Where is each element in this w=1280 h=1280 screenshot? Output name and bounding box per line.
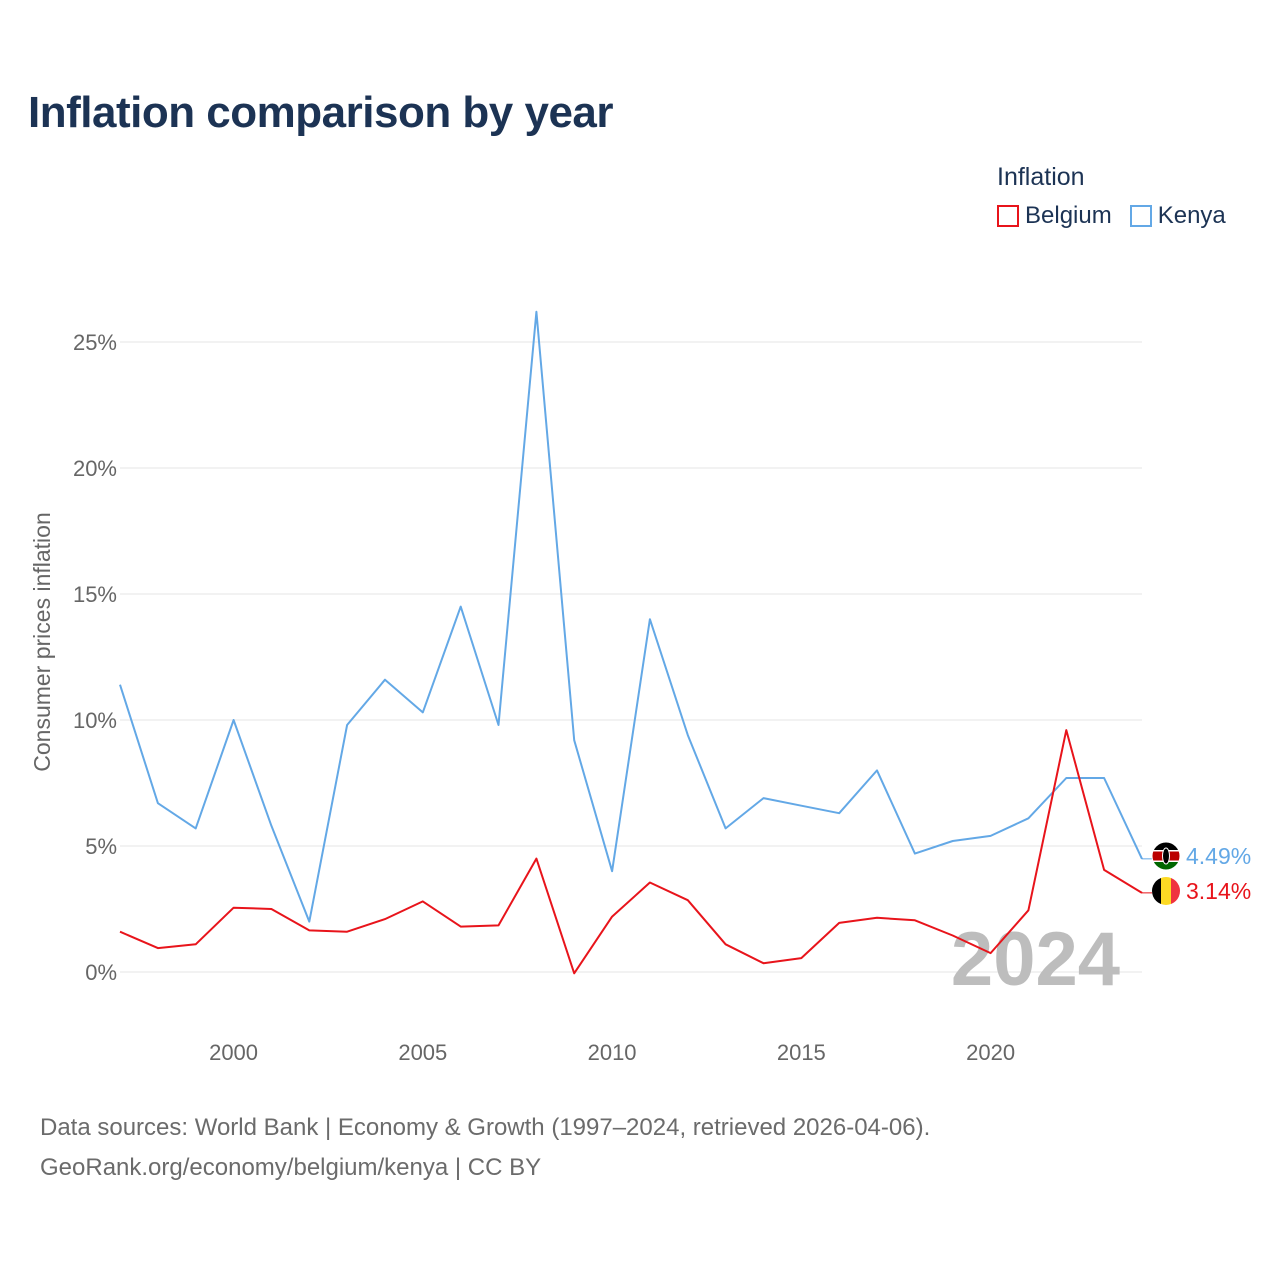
legend-item-belgium[interactable]: Belgium <box>997 202 1112 230</box>
x-tick-label: 2020 <box>966 1040 1015 1065</box>
belgium-flag-icon <box>1152 877 1180 905</box>
footer-sources: Data sources: World Bank | Economy & Gro… <box>40 1114 931 1141</box>
legend-swatch-belgium <box>997 205 1019 227</box>
series <box>119 310 1152 975</box>
series-line-belgium[interactable] <box>119 729 1143 975</box>
x-tick-label: 2005 <box>398 1040 447 1065</box>
y-tick-label: 0% <box>85 960 117 985</box>
chart-title: Inflation comparison by year <box>28 88 614 137</box>
kenya-flag-icon <box>1151 841 1181 871</box>
x-tick-label: 2010 <box>588 1040 637 1065</box>
end-markers: 4.49% 3.14% <box>1151 841 1251 905</box>
belgium-end-value: 3.14% <box>1186 878 1251 904</box>
x-axis: 2000 2005 2010 2015 2020 <box>209 1040 1015 1065</box>
y-tick-label: 5% <box>85 834 117 859</box>
legend: Inflation Belgium Kenya <box>997 163 1226 230</box>
grid <box>120 341 1142 973</box>
y-axis-label: Consumer prices inflation <box>29 512 55 772</box>
year-watermark: 2024 <box>951 917 1120 1002</box>
x-tick-label: 2015 <box>777 1040 826 1065</box>
y-tick-label: 20% <box>73 456 117 481</box>
legend-item-kenya[interactable]: Kenya <box>1129 202 1226 230</box>
y-tick-label: 15% <box>73 582 117 607</box>
y-axis: 0% 5% 10% 15% 20% 25% <box>73 330 117 985</box>
legend-label-kenya: Kenya <box>1157 202 1226 229</box>
legend-title: Inflation <box>997 163 1085 191</box>
y-tick-label: 10% <box>73 708 117 733</box>
legend-swatch-kenya <box>1129 205 1152 227</box>
footer-link[interactable]: GeoRank.org/economy/belgium/kenya | CC B… <box>40 1154 542 1181</box>
kenya-end-value: 4.49% <box>1186 843 1251 869</box>
x-tick-label: 2000 <box>209 1040 258 1065</box>
legend-label-belgium: Belgium <box>1025 202 1112 229</box>
y-tick-label: 25% <box>73 330 117 355</box>
series-line-kenya[interactable] <box>119 310 1143 923</box>
footer: Data sources: World Bank | Economy & Gro… <box>40 1108 930 1188</box>
